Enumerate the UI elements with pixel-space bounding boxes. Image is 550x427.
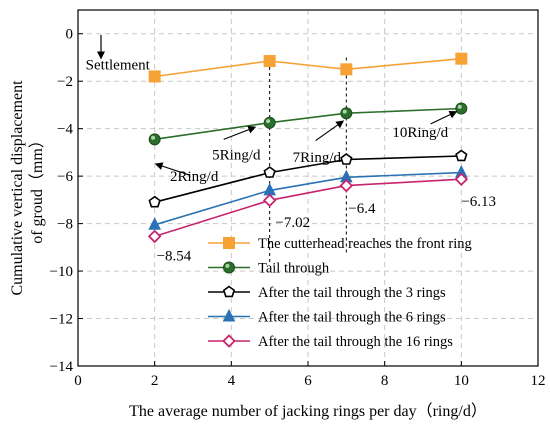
annotation: 10Ring/d [392, 125, 448, 141]
data-point [263, 166, 276, 178]
data-point [263, 55, 276, 68]
annotation: 5Ring/d [212, 148, 261, 164]
legend-label: After the tail through the 3 rings [258, 285, 446, 301]
series-line [154, 155, 462, 203]
legend-label: The cutterhead reaches the front ring [258, 236, 472, 252]
x-tick-label: 2 [151, 373, 159, 389]
series-line [154, 57, 462, 78]
annotation-arrow [315, 120, 345, 141]
legend-marker [222, 308, 236, 322]
x-tick-label: 4 [228, 373, 236, 389]
series-4 [147, 172, 469, 244]
data-point [148, 195, 161, 208]
legend-item: The cutterhead reaches the front ring [208, 236, 472, 252]
x-axis-label: The average number of jacking rings per … [129, 402, 487, 420]
x-tick-label: 12 [531, 373, 546, 389]
data-point [263, 116, 276, 129]
data-point [148, 133, 161, 146]
series-line [154, 107, 462, 141]
data-point [147, 229, 162, 244]
data-point [262, 193, 277, 208]
legend-item: After the tail through the 16 rings [208, 334, 453, 350]
data-point [148, 70, 161, 83]
legend-label: After the tail through the 6 rings [258, 310, 446, 326]
annotation: −6.4 [348, 201, 376, 217]
y-tick-label: 0 [66, 27, 74, 43]
y-tick-label: −10 [50, 264, 73, 280]
legend-marker [222, 334, 236, 348]
legend-marker [223, 261, 235, 274]
legend-item: After the tail through the 3 rings [208, 285, 446, 301]
legend-item: After the tail through the 6 rings [208, 308, 446, 326]
legend-item: Tail through [208, 261, 330, 277]
annotation-arrow [223, 125, 257, 140]
y-tick-label: −12 [50, 312, 73, 328]
x-tick-label: 8 [381, 373, 389, 389]
legend-marker [223, 237, 235, 249]
legend-label: After the tail through the 16 rings [258, 334, 453, 350]
y-tick-label: −14 [50, 359, 74, 375]
data-point [339, 178, 354, 193]
series-3 [148, 164, 468, 230]
x-tick-label: 0 [74, 373, 82, 389]
annotation-arrow [154, 162, 190, 176]
data-point [148, 217, 161, 230]
annotation: −8.54 [157, 248, 192, 264]
data-point [340, 63, 353, 76]
data-point [454, 172, 469, 186]
data-point [340, 107, 353, 120]
annotation: 7Ring/d [293, 150, 342, 166]
x-tick-label: 6 [304, 373, 312, 389]
y-tick-label: −2 [57, 74, 73, 90]
y-tick-label: −6 [57, 169, 73, 185]
data-point [340, 153, 353, 165]
y-axis-label: Cumulative vertical displacement of groud… [9, 80, 46, 296]
annotation: −6.13 [461, 194, 496, 210]
series-2 [148, 149, 468, 208]
data-point [455, 102, 468, 115]
legend-label: Tail through [258, 261, 330, 277]
y-tick-label: −4 [57, 122, 73, 138]
data-point [455, 149, 468, 162]
annotation: −7.02 [275, 215, 310, 231]
y-tick-label: −8 [57, 217, 73, 233]
series-line [154, 178, 462, 238]
series-0 [148, 52, 468, 83]
x-tick-label: 10 [454, 373, 469, 389]
data-point [455, 52, 468, 65]
series-line [154, 171, 462, 226]
legend-marker [222, 285, 236, 298]
annotation: Settlement [86, 57, 151, 73]
annotation-arrow [430, 111, 458, 125]
series-1 [148, 102, 468, 146]
